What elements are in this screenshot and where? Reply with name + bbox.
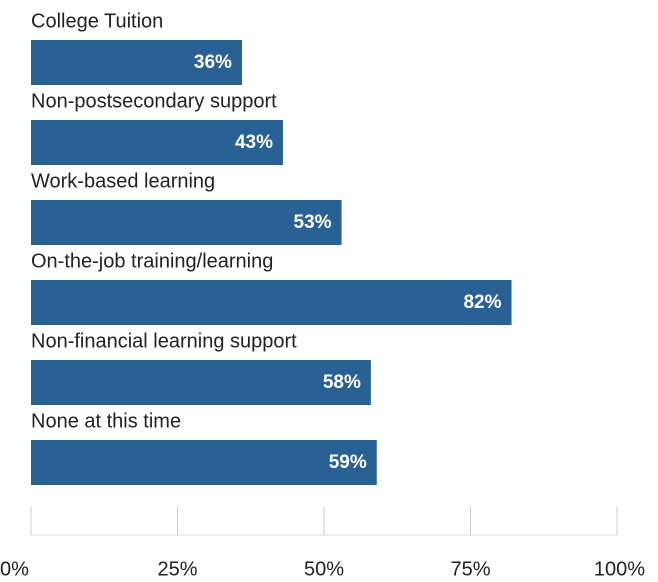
category-label: Non-financial learning support xyxy=(31,330,297,352)
value-label: 36% xyxy=(194,52,232,73)
bar xyxy=(31,200,342,245)
x-tick-label: 100% xyxy=(594,558,645,580)
category-label: Non-postsecondary support xyxy=(31,90,277,112)
category-label: On-the-job training/learning xyxy=(31,250,273,272)
x-tick-label: 50% xyxy=(304,558,344,580)
bar xyxy=(31,360,371,405)
value-label: 59% xyxy=(329,452,367,473)
x-tick-label: 75% xyxy=(450,558,490,580)
value-label: 53% xyxy=(294,212,332,233)
value-label: 58% xyxy=(323,372,361,393)
category-label: Work-based learning xyxy=(31,170,215,192)
x-tick-label: 25% xyxy=(157,558,197,580)
bar xyxy=(31,280,512,325)
category-label: None at this time xyxy=(31,410,181,432)
value-label: 82% xyxy=(463,292,501,313)
bar xyxy=(31,120,283,165)
bar xyxy=(31,40,242,85)
category-label: College Tuition xyxy=(31,10,163,32)
bar xyxy=(31,440,377,485)
x-tick-label: 0% xyxy=(0,558,29,580)
value-label: 43% xyxy=(235,132,273,153)
